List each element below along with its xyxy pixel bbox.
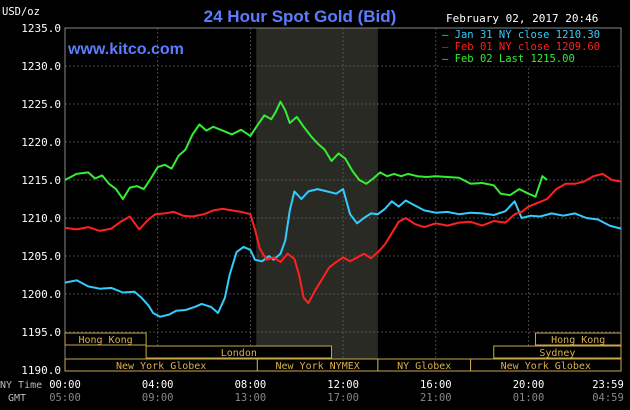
ny-time-tick: 12:00: [327, 379, 359, 391]
market-sessions: Hong Kong Hong Kong London Sydney New York G…: [64, 332, 622, 372]
ny-time-tick: 00:00: [49, 379, 81, 391]
session-label: NY Globex: [397, 361, 451, 372]
session-label: New York NYMEX: [275, 361, 359, 372]
y-unit-label: USD/oz: [2, 6, 40, 18]
session-label: London: [221, 348, 257, 359]
gmt-time-tick: 21:00: [420, 392, 452, 404]
site-watermark: www.kitco.com: [67, 41, 184, 58]
session-label: Hong Kong: [78, 335, 132, 346]
legend-item-jan31: – Jan 31 NY close 1210.30: [442, 29, 600, 41]
y-tick-label: 1225.0: [21, 98, 61, 111]
gmt-label: GMT: [8, 393, 26, 404]
ny-time-tick: 08:00: [235, 379, 267, 391]
timestamp: February 02, 2017 20:46: [446, 12, 598, 25]
y-tick-label: 1205.0: [21, 250, 61, 263]
legend-item-feb02: – Feb 02 Last 1215.00: [442, 53, 575, 65]
y-tick-label: 1200.0: [21, 288, 61, 301]
y-tick-label: 1220.0: [21, 136, 61, 149]
axes: 1190.0 1195.0 1200.0 1205.0 1210.0 1215.0 1220…: [21, 22, 624, 404]
series-line-0: [64, 188, 622, 318]
ny-time-tick: 23:59: [592, 379, 624, 391]
session-bar: [145, 345, 333, 359]
legend: – Jan 31 NY close 1210.30 – Feb 01 NY cl…: [440, 29, 618, 66]
y-tick-label: 1215.0: [21, 174, 61, 187]
y-tick-label: 1230.0: [21, 60, 61, 73]
ny-time-tick: 20:00: [513, 379, 545, 391]
gmt-time-tick: 05:00: [49, 392, 81, 404]
gmt-time-tick: 17:00: [327, 392, 359, 404]
ny-time-tick: 04:00: [142, 379, 174, 391]
session-label: Sydney: [539, 348, 575, 359]
session-label: Hong Kong: [551, 335, 605, 346]
session-bar: [470, 358, 622, 372]
session-label: New York Globex: [116, 361, 206, 372]
session-label: New York Globex: [501, 361, 591, 372]
legend-item-feb01: – Feb 01 NY close 1209.60: [442, 41, 600, 53]
ny-time-label: NY Time: [0, 380, 42, 391]
gmt-time-tick: 13:00: [235, 392, 267, 404]
ny-time-tick: 16:00: [420, 379, 452, 391]
series-line-2: [64, 100, 548, 200]
session-bar: [534, 332, 622, 346]
gmt-time-tick: 01:00: [513, 392, 545, 404]
gmt-time-tick: 04:59: [592, 392, 624, 404]
session-bar: [64, 332, 147, 346]
nymex-session-shade: [256, 28, 378, 370]
y-tick-label: 1235.0: [21, 22, 61, 35]
session-bar: [493, 345, 622, 359]
legend-background: [440, 30, 618, 66]
series-line-1: [64, 172, 622, 305]
y-tick-label: 1190.0: [21, 364, 61, 377]
chart-title: 24 Hour Spot Gold (Bid): [204, 7, 397, 26]
y-tick-label: 1210.0: [21, 212, 61, 225]
gmt-time-tick: 09:00: [142, 392, 174, 404]
y-tick-label: 1195.0: [21, 326, 61, 339]
plot-area: [64, 27, 622, 371]
